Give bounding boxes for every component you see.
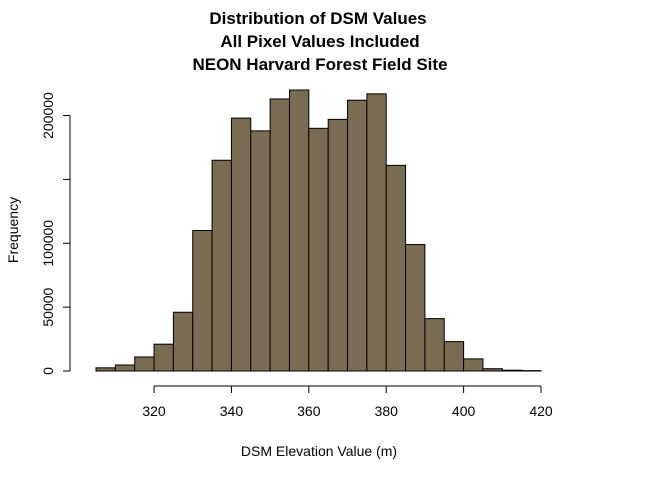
bar: [114, 364, 136, 372]
bar: [385, 164, 407, 372]
y-tick-label: 100000: [40, 220, 56, 267]
bar: [463, 358, 484, 372]
y-tick-label: 50000: [40, 287, 56, 326]
bar: [211, 159, 232, 372]
bar: [134, 356, 155, 372]
x-tick-label: 360: [297, 403, 321, 419]
bar: [482, 368, 503, 372]
bar: [308, 127, 329, 372]
bar: [153, 343, 174, 372]
bar: [443, 341, 465, 372]
chart-subtitle: NEON Harvard Forest Field Site: [192, 55, 447, 74]
y-axis-label: Frequency: [5, 197, 21, 263]
bar: [366, 93, 387, 372]
bar: [327, 118, 349, 372]
bar: [405, 244, 426, 372]
x-tick-label: 320: [142, 403, 166, 419]
bar: [347, 99, 368, 372]
bar: [192, 230, 213, 372]
y-tick-label: 0: [40, 367, 56, 375]
bar: [230, 117, 252, 372]
bar: [269, 98, 290, 372]
chart-title: Distribution of DSM Values: [209, 9, 426, 28]
x-tick-label: 420: [529, 403, 553, 419]
bar: [424, 318, 445, 372]
x-tick-label: 340: [220, 403, 244, 419]
bar: [172, 311, 194, 372]
bar: [288, 89, 310, 372]
x-tick-label: 380: [375, 403, 399, 419]
bar: [501, 369, 523, 372]
bar: [250, 130, 271, 372]
bar: [95, 367, 116, 372]
y-tick-label: 200000: [40, 92, 56, 139]
chart-subtitle: All Pixel Values Included: [220, 32, 419, 51]
x-tick-label: 400: [452, 403, 476, 419]
x-axis-label: DSM Elevation Value (m): [241, 443, 397, 459]
